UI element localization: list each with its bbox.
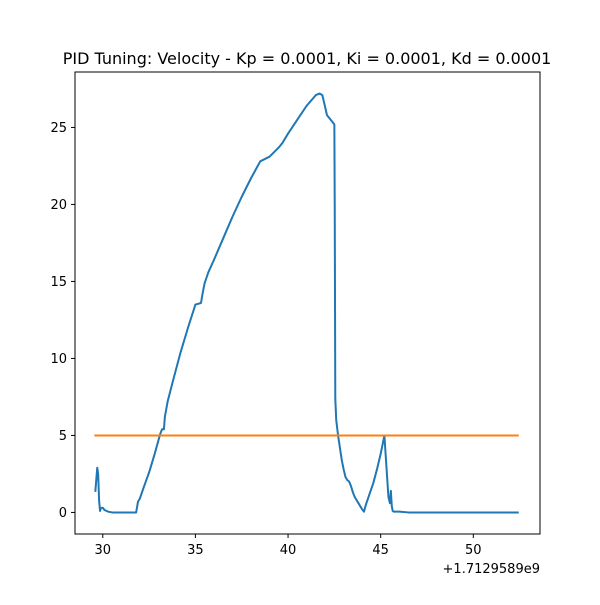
- chart-title: PID Tuning: Velocity - Kp = 0.0001, Ki =…: [63, 49, 552, 68]
- y-axis: 0 5 10 15 20 25: [50, 121, 75, 521]
- y-tick-label: 0: [59, 506, 67, 521]
- x-tick-label: 45: [372, 543, 389, 558]
- y-tick-label: 5: [59, 429, 67, 444]
- x-tick-label: 30: [95, 543, 112, 558]
- y-tick-label: 25: [50, 121, 67, 136]
- plot-area-frame: [74, 71, 541, 535]
- x-tick-label: 40: [280, 543, 297, 558]
- y-tick-label: 15: [50, 275, 67, 290]
- x-tick-label: 50: [465, 543, 482, 558]
- series-layer: [94, 92, 519, 514]
- x-axis-offset-label: +1.7129589e9: [443, 562, 540, 577]
- x-axis: 30 35 40 45 50: [95, 534, 482, 558]
- x-tick-label: 35: [187, 543, 204, 558]
- y-tick-label: 10: [50, 352, 67, 367]
- series-line-1: [94, 92, 519, 514]
- y-tick-label: 20: [50, 198, 67, 213]
